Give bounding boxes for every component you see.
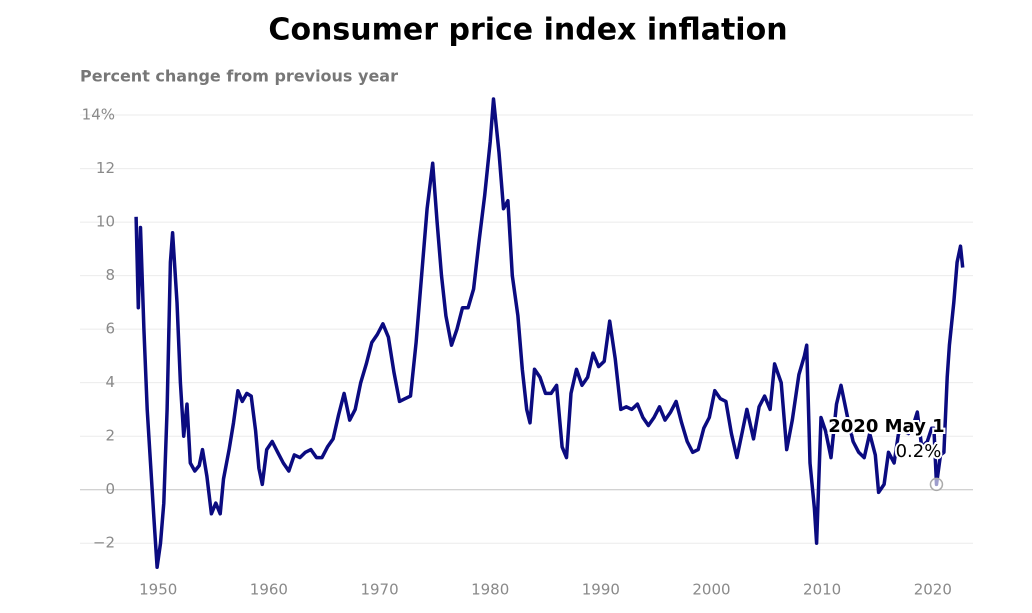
y-tick-label: 6 — [105, 320, 115, 338]
x-tick-label: 1950 — [139, 581, 177, 599]
y-tick-label: 4 — [105, 373, 115, 391]
x-tick-label: 1980 — [471, 581, 509, 599]
y-tick-label: −2 — [93, 534, 115, 552]
y-axis-label: Percent change from previous year — [80, 67, 398, 86]
y-tick-label: 10 — [96, 213, 115, 231]
x-tick-label: 2000 — [692, 581, 730, 599]
chart-title: Consumer price index inflation — [268, 13, 787, 48]
y-tick-label: 14% — [82, 106, 115, 124]
y-tick-label: 12 — [96, 159, 115, 177]
cpi-line — [134, 97, 965, 570]
y-tick-label: 0 — [105, 480, 115, 498]
tooltip-date: 2020 May 1 — [828, 416, 944, 437]
x-tick-label: 1960 — [250, 581, 288, 599]
x-tick-label: 2010 — [803, 581, 841, 599]
tooltip-value: 0.2% — [896, 441, 942, 462]
y-tick-label: 8 — [105, 266, 115, 284]
y-tick-label: 2 — [105, 427, 115, 445]
x-tick-label: 1970 — [360, 581, 398, 599]
x-tick-label: 2020 — [914, 581, 952, 599]
highlight-point — [929, 477, 944, 492]
x-tick-label: 1990 — [582, 581, 620, 599]
